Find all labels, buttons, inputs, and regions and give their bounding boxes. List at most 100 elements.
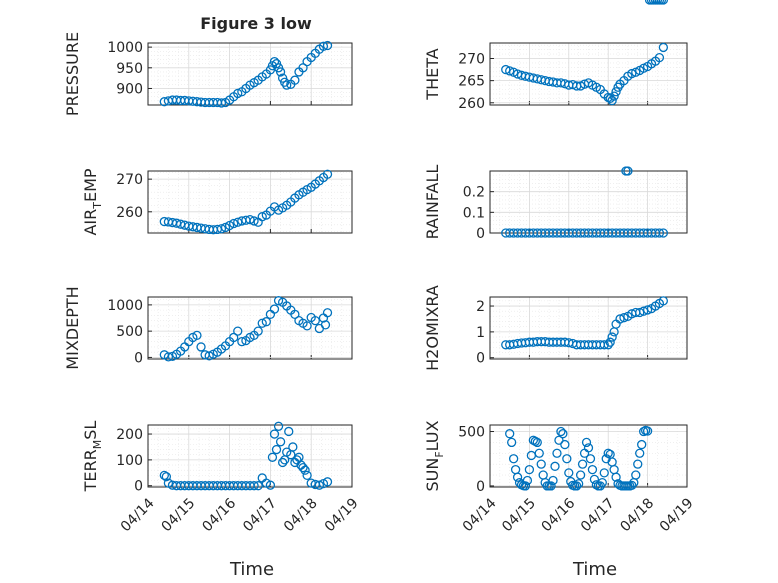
sun_flux-data-point (554, 435, 564, 445)
pressure-y-tick-label: 950 (116, 61, 143, 77)
mixdepth-data-point (233, 326, 243, 336)
sun_flux-data-point (577, 459, 588, 469)
sun_flux-data-point (633, 459, 643, 469)
sun_flux-data-point (508, 454, 519, 464)
rainfall-data-point (623, 166, 633, 176)
h2omixra-data-point (642, 305, 653, 315)
sun_flux-data-point (550, 461, 560, 471)
theta-data-point (611, 87, 621, 97)
sun_flux-data-point (639, 426, 649, 437)
x-axis-label-left: Time (229, 559, 274, 580)
h2omixra-y-tick-label: 0 (476, 351, 485, 367)
air_temp-data-point (249, 216, 259, 226)
air_temp-data-point (257, 212, 267, 222)
figure-title: Figure 3 low (200, 14, 312, 33)
terr_msl-data-point (322, 477, 333, 487)
h2omixra-data-point (599, 340, 609, 350)
pressure-y-tick-label: 900 (116, 81, 143, 97)
h2omixra-y-tick-label: 2 (476, 299, 485, 315)
mixdepth-y-tick-label: 1000 (107, 298, 143, 314)
mixdepth-data-point (261, 317, 271, 327)
theta-axes-border (489, 42, 688, 106)
theta-y-tick-label: 270 (458, 52, 485, 68)
terr_msl-data-point (253, 481, 263, 491)
pressure-data-point (216, 98, 227, 108)
air_temp-y-axis-label: AIRTEMP (81, 168, 104, 235)
air_temp-data-point (229, 218, 239, 229)
mixdepth-y-tick-label: 500 (116, 324, 143, 340)
terr_msl-data-point (267, 452, 278, 462)
pressure-data-point (275, 67, 286, 77)
h2omixra-data-point (605, 337, 615, 347)
sun_flux-data-point (631, 470, 641, 480)
terr_msl-data-point (249, 481, 259, 491)
terr_msl-data-point (284, 426, 294, 437)
sun_flux-data-point (552, 448, 562, 458)
sun_flux-data-point (507, 437, 517, 448)
air_temp-y-tick-label: 270 (116, 172, 143, 188)
rainfall-data-point (658, 228, 669, 238)
air_temp-axes-border (147, 170, 353, 234)
subplot-mixdepth: 0 500 1000 MIXDEPTH (63, 286, 353, 370)
h2omixra-data-point (615, 314, 625, 324)
sun_flux-data-point (597, 477, 607, 488)
sun_flux-data-point (564, 468, 574, 478)
sun_flux-data-point (611, 472, 621, 482)
mixdepth-data-point (322, 308, 333, 318)
mixdepth-data-point (196, 342, 206, 352)
terr_msl-y-axis-label: TERRMSL (81, 421, 104, 493)
mixdepth-data-point (269, 304, 280, 314)
air_temp-data-point (322, 169, 333, 179)
air_temp-data-point (245, 214, 255, 225)
theta-data-point (658, 42, 669, 53)
sun_flux-data-point (512, 472, 523, 482)
mixdepth-y-axis-label: MIXDEPTH (63, 286, 82, 369)
mixdepth-data-point (192, 330, 202, 341)
theta-y-axis-label: THETA (423, 48, 442, 100)
subplot-h2omixra: 0 1 2 H2OMIXRA (423, 285, 688, 371)
sun_flux-data-point (591, 480, 602, 490)
sun_flux-data-point (562, 454, 572, 464)
h2omixra-axes-border (489, 296, 688, 360)
mixdepth-data-point (229, 332, 239, 343)
rainfall-y-tick-label: 0.1 (463, 205, 485, 221)
theta-data-point (505, 66, 515, 76)
terr_msl-data-point (275, 437, 286, 447)
sun_flux-data-point (536, 459, 546, 469)
pressure-data-point (290, 75, 300, 85)
theta-y-tick-label: 265 (458, 74, 485, 90)
sun_flux-data-point (603, 448, 613, 458)
sun_flux-data-point (548, 475, 558, 486)
sun_flux-data-point (520, 481, 531, 491)
theta-data-point (501, 64, 511, 75)
h2omixra-data-point (603, 340, 613, 350)
theta-data-point (607, 95, 617, 106)
mixdepth-data-point (320, 320, 331, 330)
sun_flux-data-point (589, 474, 600, 485)
pressure-data-point (282, 80, 292, 90)
sun_flux-data-point (587, 464, 598, 475)
theta-data-point (627, 68, 637, 79)
terr_msl-data-point (271, 444, 282, 455)
terr_msl-data-point (288, 442, 298, 452)
rainfall-y-tick-label: 0.2 (463, 185, 485, 201)
sun_flux-y-tick-label: 0 (476, 479, 485, 495)
subplot-rainfall: 0 0.1 0.2 RAINFALL (423, 165, 688, 242)
mixdepth-data-point (253, 326, 263, 336)
pressure-data-point (322, 40, 333, 51)
sun_flux-data-point (635, 448, 645, 458)
sun_flux-axes-border (489, 424, 688, 488)
terr_msl-y-tick-label: 200 (116, 427, 143, 443)
terr_msl-data-point (314, 480, 325, 490)
mixdepth-data-point (204, 351, 214, 361)
pressure-y-tick-label: 1000 (107, 40, 143, 56)
sun_flux-data-point (505, 429, 515, 439)
terr_msl-data-point (277, 457, 288, 468)
pressure-data-point (233, 88, 243, 99)
pressure-data-point (318, 41, 329, 51)
sun_flux-y-axis-label: SUNFLUX (423, 420, 446, 491)
mixdepth-axes-border (147, 296, 353, 360)
sun_flux-data-point (556, 426, 566, 437)
rainfall-y-tick-label: 0 (476, 226, 485, 242)
